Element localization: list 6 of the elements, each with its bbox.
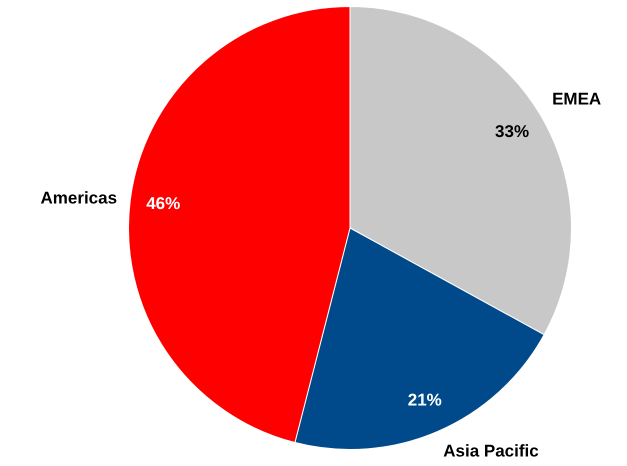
data-label: 33%	[495, 122, 530, 141]
slice-label: Americas	[40, 188, 118, 208]
data-label: 46%	[146, 194, 180, 214]
data-label: 21%	[408, 390, 442, 410]
slice-label: Asia Pacific	[443, 442, 539, 461]
slice-label: EMEA	[552, 90, 602, 109]
